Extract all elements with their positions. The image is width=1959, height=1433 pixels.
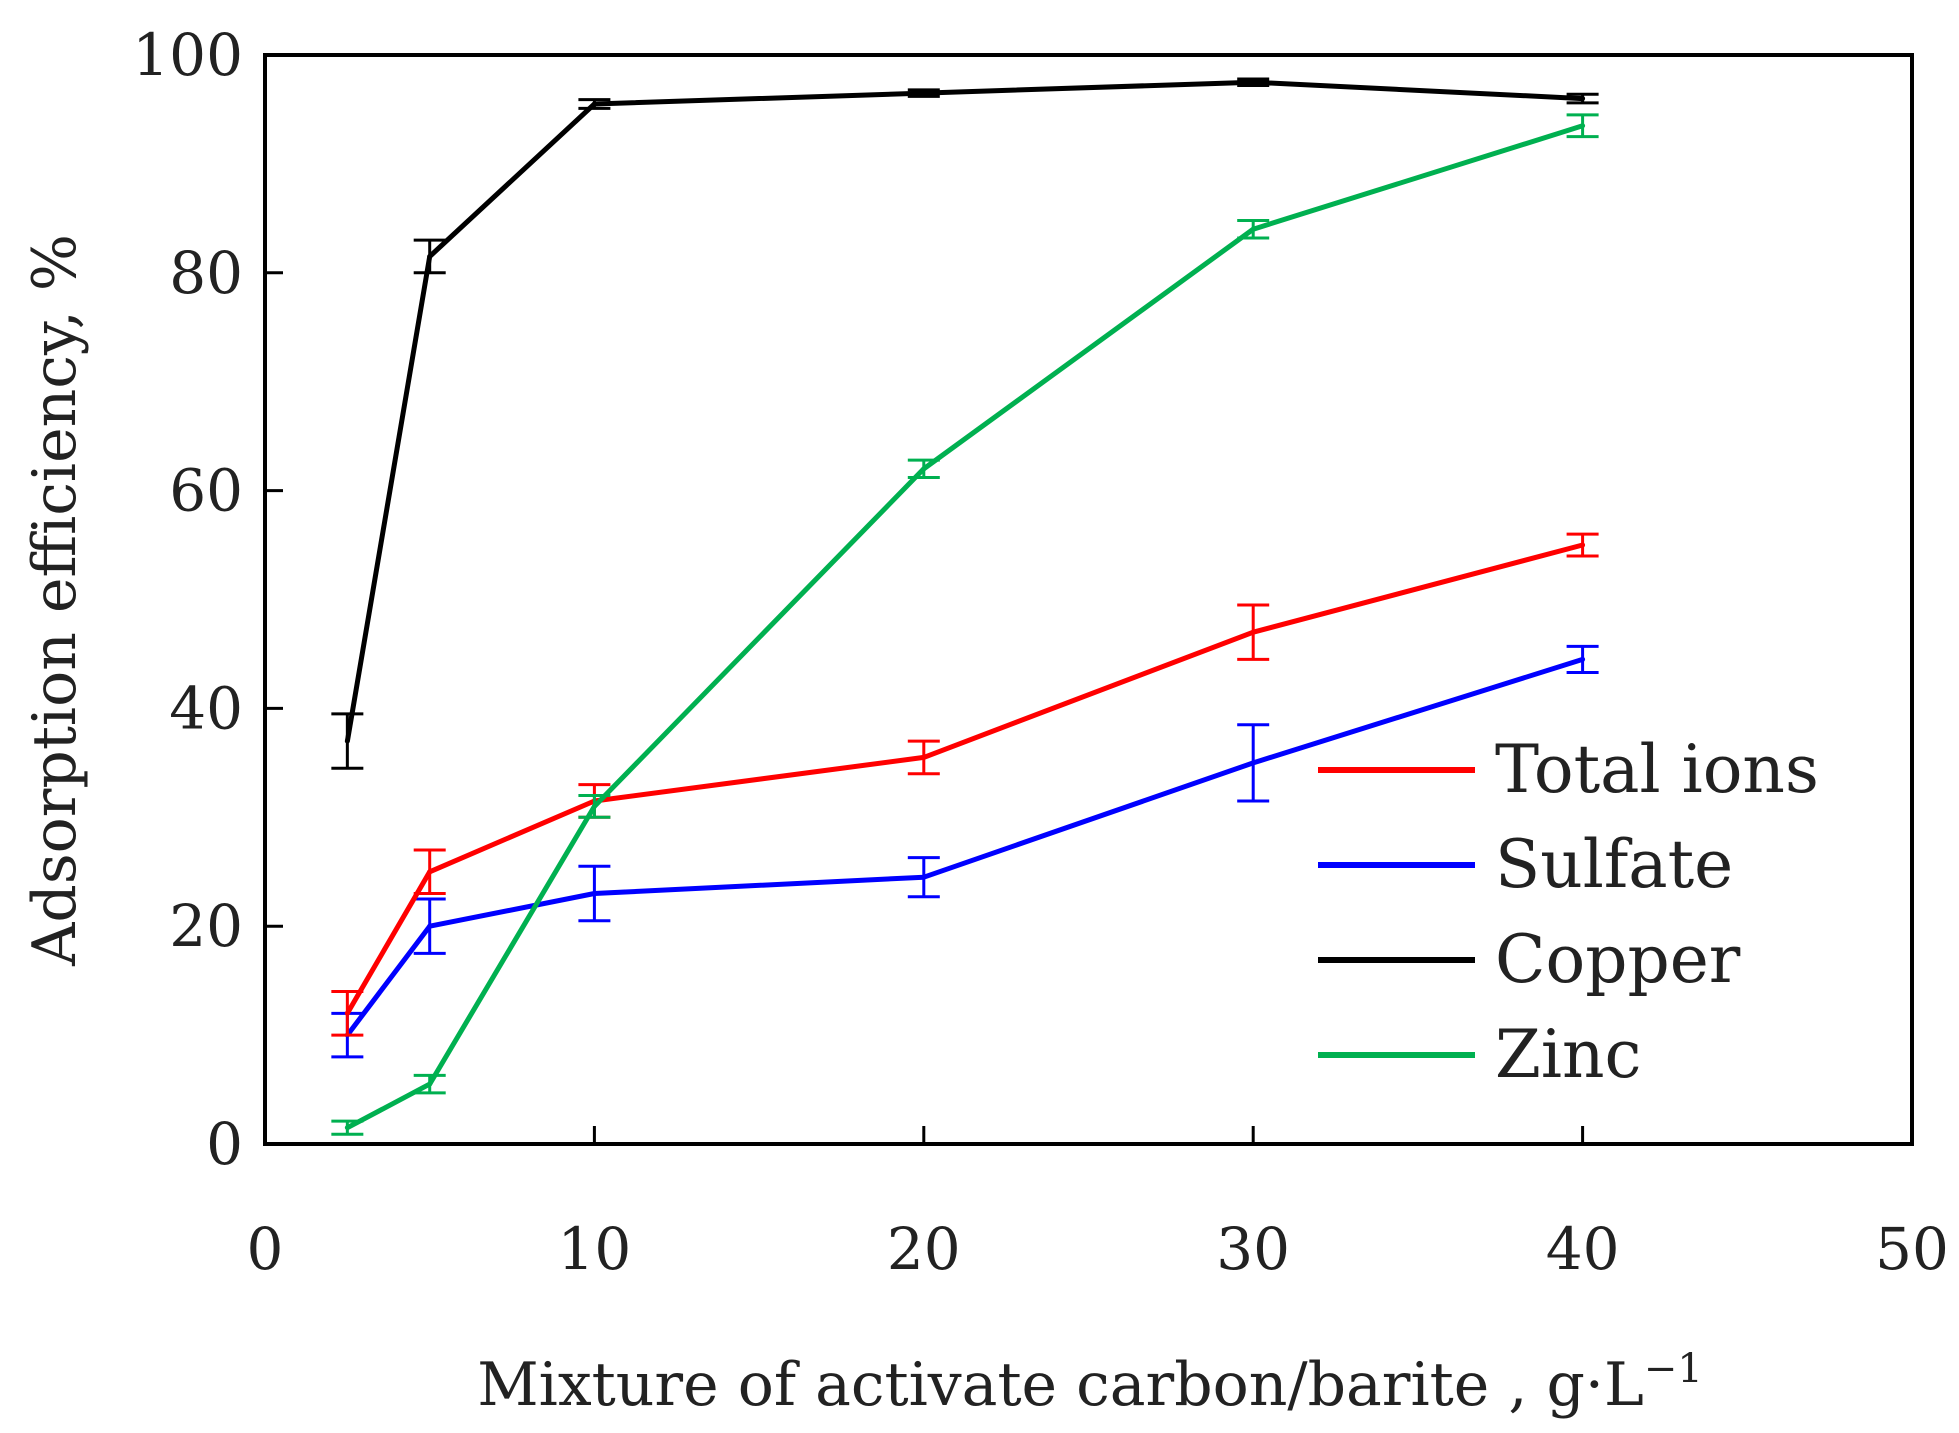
x-tick-label: 10 xyxy=(557,1215,631,1283)
data-point-total-ions xyxy=(1250,629,1256,635)
data-point-zinc xyxy=(344,1125,350,1131)
series-line-copper xyxy=(344,79,1583,742)
y-axis-label: Adsorption efficiency, % xyxy=(20,234,90,967)
y-tick-label: 60 xyxy=(169,457,243,525)
data-point-sulfate xyxy=(591,891,597,897)
data-point-sulfate xyxy=(1250,760,1256,766)
x-axis-label: Mixture of activate carbon/barite , g·L−… xyxy=(477,1346,1703,1420)
x-tick-label: 0 xyxy=(247,1215,284,1283)
legend-label: Sulfate xyxy=(1495,826,1733,903)
x-axis-ticks: 0 10 20 30 40 50 xyxy=(247,1126,1949,1283)
x-tick-label: 40 xyxy=(1546,1215,1620,1283)
legend-item-sulfate: Sulfate xyxy=(1318,826,1733,903)
series-layer xyxy=(331,77,1599,1136)
data-point-zinc xyxy=(591,803,597,809)
data-point-sulfate xyxy=(1580,656,1586,662)
data-point-copper xyxy=(1580,96,1586,102)
series-line-total-ions xyxy=(345,542,1584,1015)
data-point-total-ions xyxy=(1580,542,1586,548)
data-point-copper xyxy=(344,738,350,744)
data-point-total-ions xyxy=(344,1010,350,1016)
legend-label: Zinc xyxy=(1495,1016,1641,1093)
legend-item-total-ions: Total ions xyxy=(1318,731,1819,808)
y-tick-label: 40 xyxy=(169,674,243,742)
y-tick-label: 80 xyxy=(169,239,243,307)
x-tick-label: 20 xyxy=(887,1215,961,1283)
x-tick-label: 50 xyxy=(1875,1215,1949,1283)
data-point-copper xyxy=(427,253,433,259)
legend: Total ions Sulfate Copper Zinc xyxy=(1318,731,1819,1093)
legend-item-zinc: Zinc xyxy=(1318,1016,1641,1093)
series-copper xyxy=(331,77,1599,770)
legend-label: Copper xyxy=(1495,921,1741,998)
x-axis-label-exponent: −1 xyxy=(1644,1346,1703,1392)
data-point-copper xyxy=(1250,79,1256,85)
x-tick-label: 30 xyxy=(1216,1215,1290,1283)
data-point-zinc xyxy=(427,1081,433,1087)
y-tick-label: 20 xyxy=(169,892,243,960)
series-zinc xyxy=(331,113,1599,1136)
data-point-copper xyxy=(591,101,597,107)
y-tick-label: 0 xyxy=(206,1110,243,1178)
series-line-sulfate xyxy=(345,657,1584,1037)
data-point-sulfate xyxy=(921,874,927,880)
plot-frame xyxy=(263,53,1914,1146)
series-sulfate xyxy=(331,644,1599,1059)
x-axis-label-main: Mixture of activate carbon/barite , g·L xyxy=(477,1350,1644,1420)
data-point-total-ions xyxy=(427,869,433,875)
data-point-zinc xyxy=(1250,226,1256,232)
data-point-zinc xyxy=(921,466,927,472)
y-tick-label: 100 xyxy=(132,21,243,89)
data-point-copper xyxy=(921,90,927,96)
y-axis-ticks: 0 20 40 60 80 100 xyxy=(132,21,283,1178)
data-point-sulfate xyxy=(427,923,433,929)
legend-label: Total ions xyxy=(1495,731,1819,808)
data-point-total-ions xyxy=(921,754,927,760)
series-line-zinc xyxy=(346,123,1584,1130)
data-point-zinc xyxy=(1580,123,1586,129)
legend-item-copper: Copper xyxy=(1318,921,1741,998)
